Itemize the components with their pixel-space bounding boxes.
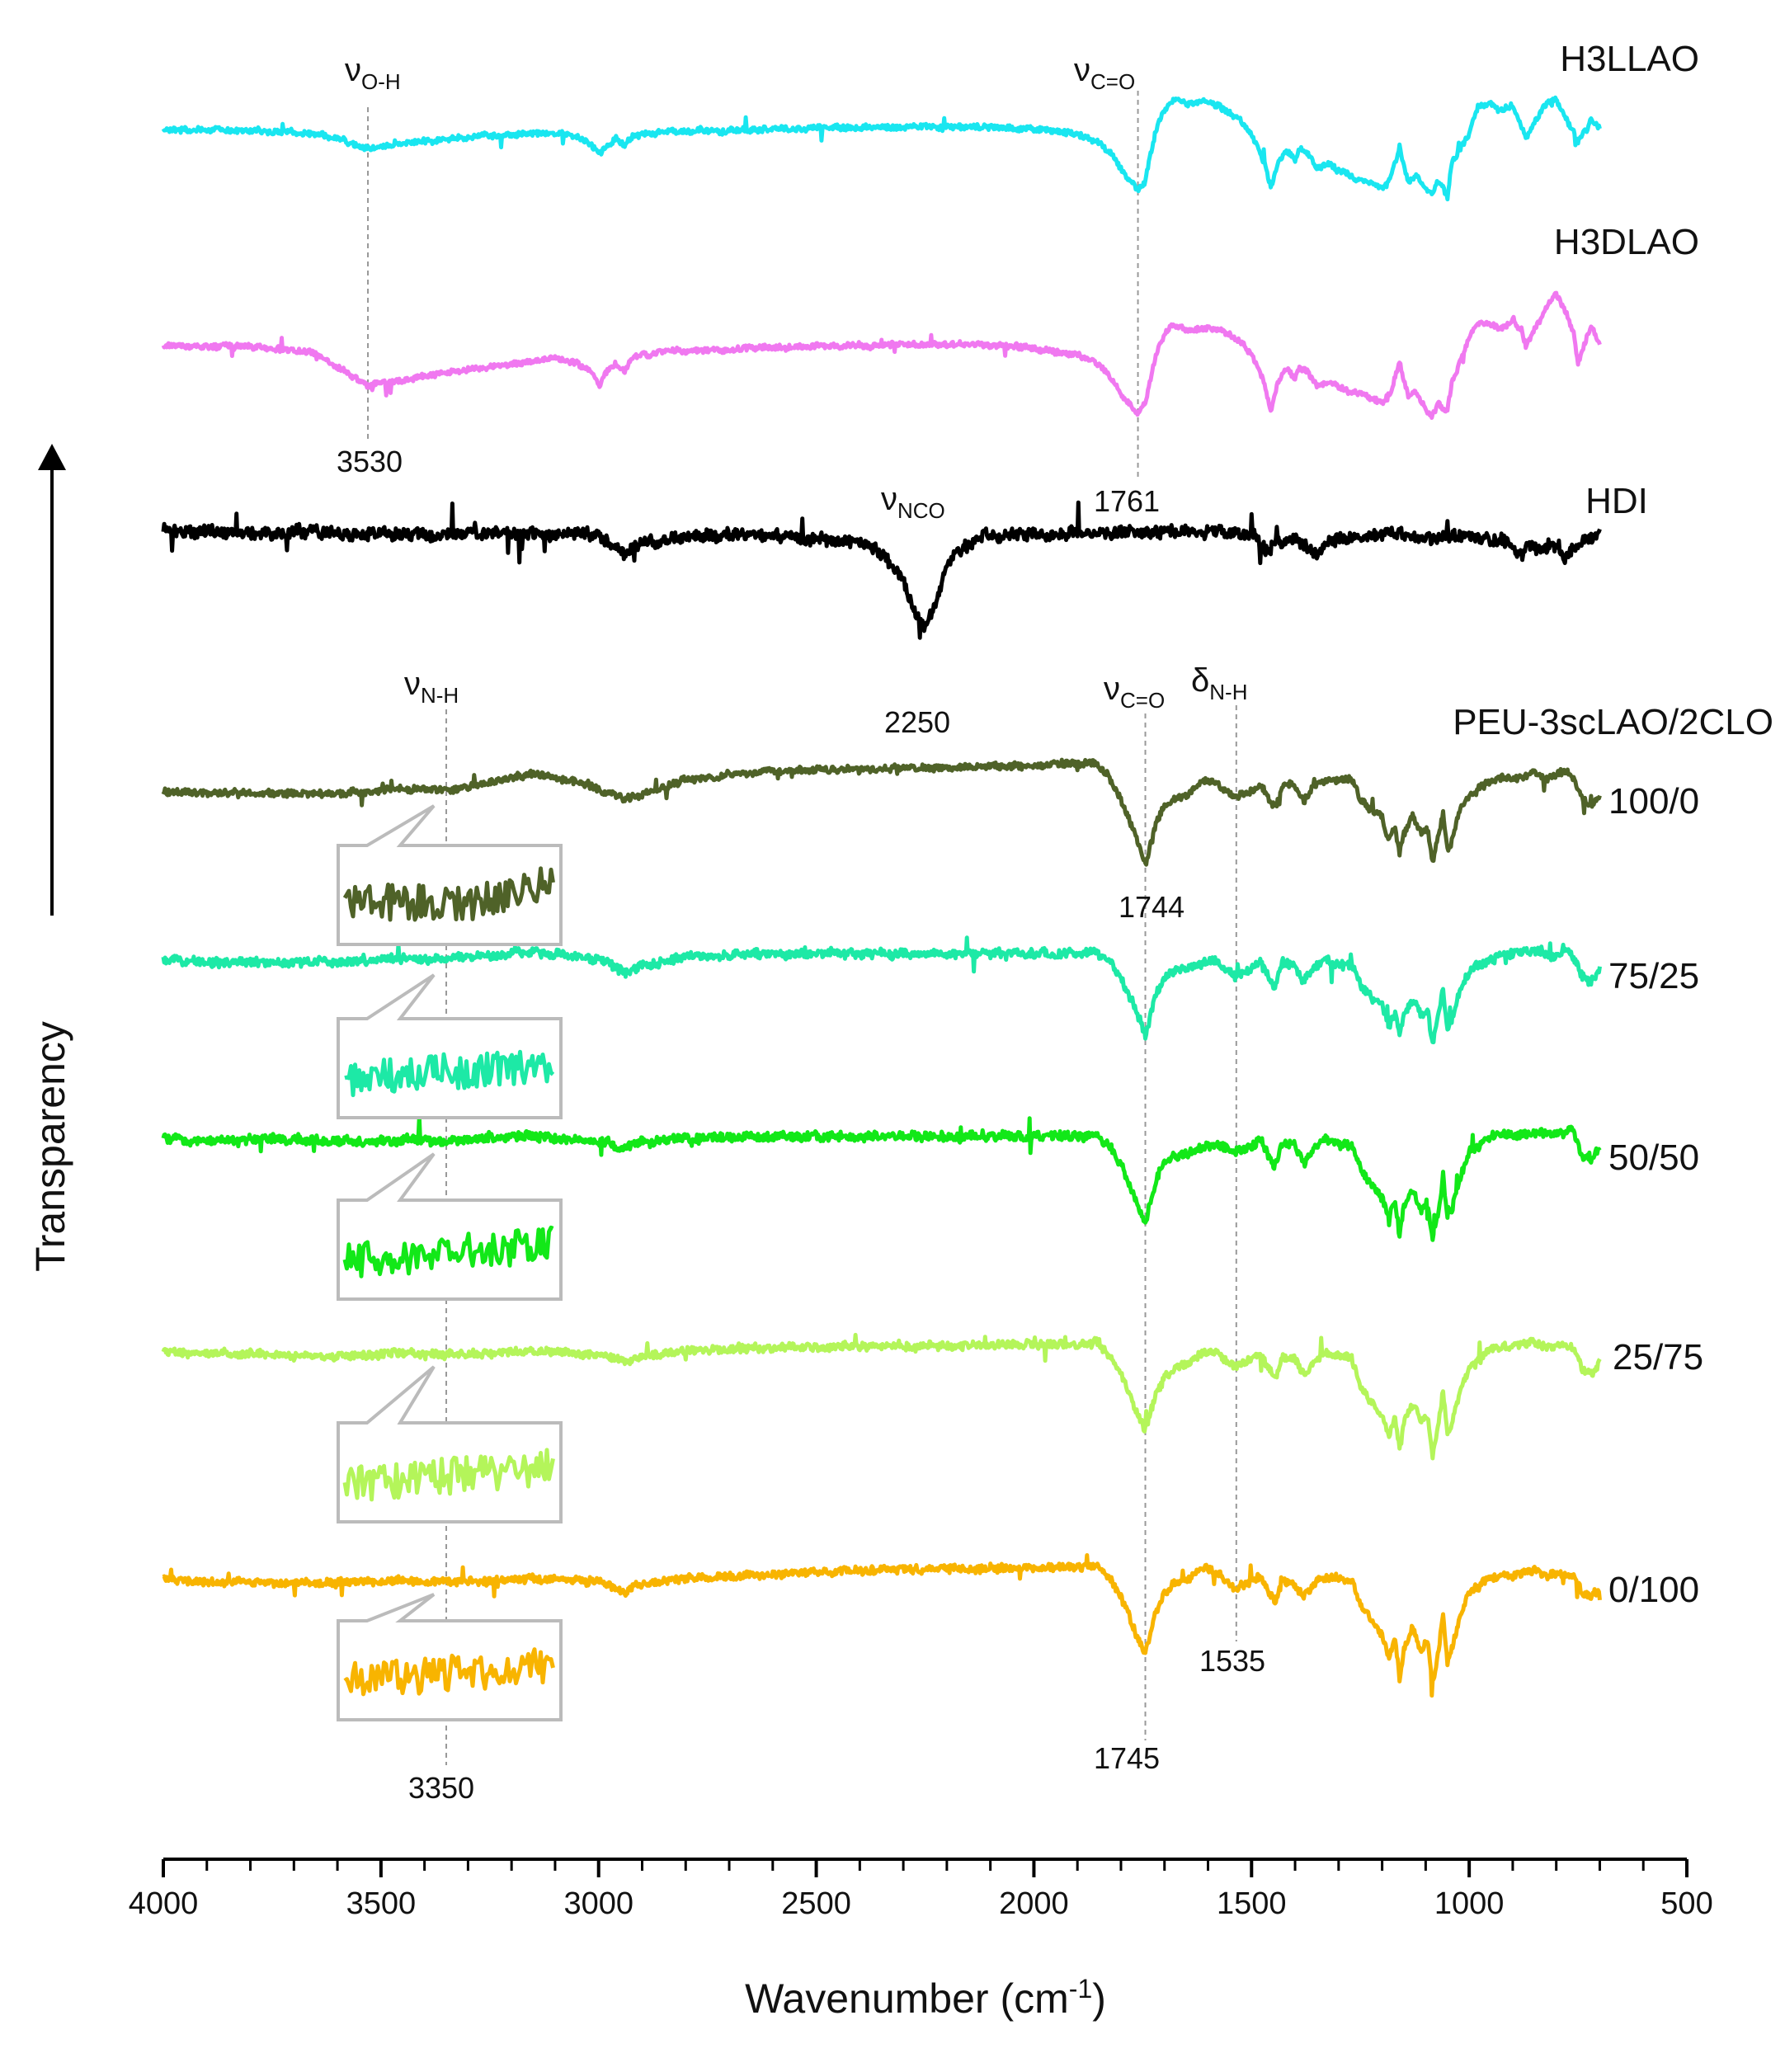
y-axis-title: Transparency — [27, 1021, 73, 1272]
annotation-1744: 1744 — [1119, 890, 1185, 924]
inset-trace — [342, 866, 555, 922]
zoom-insets — [337, 804, 563, 1721]
x-tick-label-3000: 3000 — [563, 1886, 633, 1921]
series-label-0-100: 0/100 — [1608, 1570, 1699, 1610]
y-axis-arrowhead — [38, 444, 66, 470]
trace-hdi — [161, 500, 1602, 640]
x-tick-label-4000: 4000 — [129, 1886, 199, 1921]
trace-0-100 — [162, 1553, 1602, 1698]
annotation-nu-nh: νN-H — [404, 666, 459, 708]
inset-frame — [337, 1593, 563, 1721]
inset-frame — [337, 804, 563, 946]
series-label-25-75: 25/75 — [1613, 1337, 1703, 1377]
inset-75-25 — [337, 973, 563, 1119]
trace-25-75 — [161, 1332, 1602, 1461]
x-tick-label-500: 500 — [1660, 1886, 1712, 1921]
annotation-2250: 2250 — [884, 705, 950, 739]
inset-frame — [337, 1152, 563, 1301]
spectra-traces — [161, 95, 1602, 1698]
inset-trace — [342, 1225, 554, 1279]
trace-h3llao — [161, 95, 1602, 202]
inset-trace — [343, 1647, 555, 1697]
series-label-75-25: 75/25 — [1608, 956, 1699, 996]
annotation-3350: 3350 — [408, 1771, 474, 1805]
inset-0-100 — [337, 1593, 563, 1721]
series-label-hdi: HDI — [1585, 481, 1648, 521]
inset-trace — [342, 1448, 555, 1502]
x-axis-title: Wavenumber (cm-1) — [745, 1974, 1106, 2022]
inset-frame — [337, 973, 563, 1119]
annotation-nu-co-bottom: νC=O — [1104, 671, 1165, 713]
x-tick-label-3500: 3500 — [346, 1886, 417, 1921]
annotation-3530: 3530 — [337, 445, 403, 478]
annotation-nu-oh: νO-H — [345, 52, 401, 94]
x-tick-label-2000: 2000 — [999, 1886, 1069, 1921]
trace-50-50 — [161, 1114, 1602, 1242]
series-label-100-0: 100/0 — [1608, 781, 1699, 822]
inset-25-75 — [337, 1365, 563, 1523]
x-axis-ticks — [162, 1859, 1688, 1877]
annotation-nu-nco: νNCO — [881, 481, 945, 523]
annotation-1745: 1745 — [1094, 1741, 1160, 1775]
annotation-delta-nh: δN-H — [1191, 662, 1247, 704]
inset-100-0 — [337, 804, 563, 946]
trace-100-0 — [161, 757, 1602, 867]
annotation-1761: 1761 — [1094, 484, 1160, 518]
trace-h3dlao — [161, 290, 1602, 420]
annotation-1535: 1535 — [1199, 1644, 1265, 1678]
trace-75-25 — [161, 935, 1602, 1045]
annotation-nu-co-top: νC=O — [1074, 52, 1135, 94]
inset-50-50 — [337, 1152, 563, 1301]
series-label-h3dlao: H3DLAO — [1554, 222, 1699, 262]
group-title: PEU-3scLAO/2CLO — [1453, 702, 1773, 742]
x-tick-label-1000: 1000 — [1434, 1886, 1505, 1921]
series-label-h3llao: H3LLAO — [1560, 39, 1699, 79]
x-tick-label-2500: 2500 — [781, 1886, 851, 1921]
x-tick-label-1500: 1500 — [1217, 1886, 1287, 1921]
series-label-50-50: 50/50 — [1608, 1137, 1699, 1178]
inset-trace — [344, 1049, 555, 1098]
